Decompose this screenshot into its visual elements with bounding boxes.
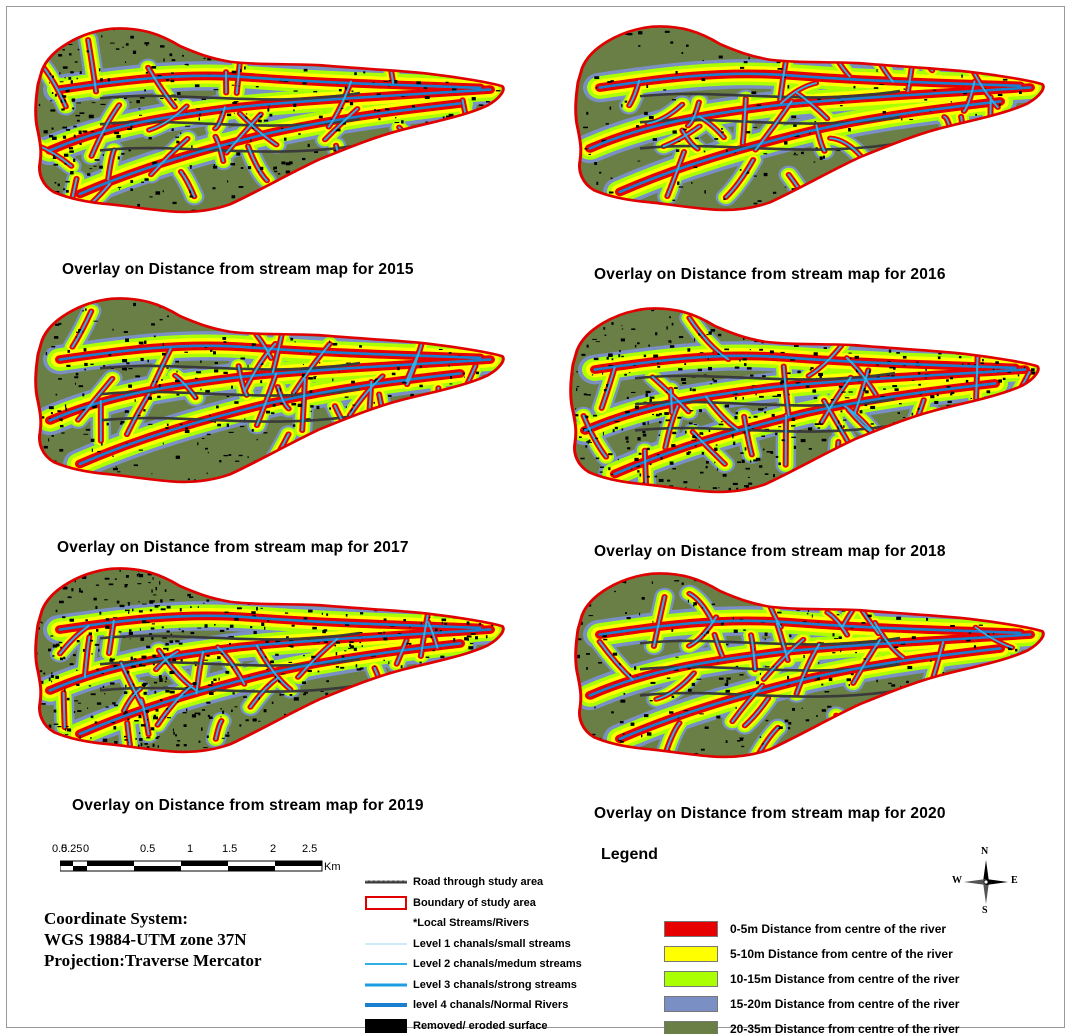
compass-icon — [964, 860, 1008, 904]
scale-tick: 0 — [83, 843, 90, 855]
legend-label: Boundary of study area — [413, 896, 536, 909]
caption-2019: Overlay on Distance from stream map for … — [72, 797, 424, 814]
scale-tick: 0.5 — [140, 843, 156, 855]
east-label: E — [1011, 875, 1018, 886]
map-panel-2020 — [560, 565, 1060, 795]
map-2020 — [574, 572, 1045, 759]
legend-item: *Local Streams/Rivers — [365, 913, 529, 933]
legend-swatch — [664, 946, 718, 962]
scale-tick: 1 — [187, 843, 194, 855]
scale-tick: 2 — [270, 843, 277, 855]
legend-class-item: 15-20m Distance from centre of the river — [664, 995, 959, 1013]
map-panel-2017 — [20, 290, 520, 520]
caption-2018: Overlay on Distance from stream map for … — [594, 543, 946, 560]
scale-tick: 2.5 — [302, 843, 318, 855]
legend-item: Boundary of study area — [365, 893, 536, 913]
map-2019 — [34, 567, 505, 754]
coordinate-system-datum: WGS 19884-UTM zone 37N — [44, 930, 247, 949]
legend-class-item: 10-15m Distance from centre of the river — [664, 970, 959, 988]
map-panel-2015 — [20, 20, 520, 250]
legend-class-label: 20-35m Distance from centre of the river — [730, 1022, 960, 1034]
legend-item: Road through study area — [365, 872, 543, 892]
map-panel-2016 — [560, 18, 1060, 248]
legend-item: Level 2 chanals/medum streams — [365, 954, 582, 974]
legend-symbol — [365, 937, 407, 951]
north-label: N — [981, 846, 989, 857]
map-2016 — [574, 25, 1045, 212]
scale-unit: Km — [324, 861, 341, 873]
legend-swatch — [664, 921, 718, 937]
legend-symbol — [365, 875, 407, 889]
map-2015 — [34, 27, 505, 214]
legend-item: level 4 chanals/Normal Rivers — [365, 995, 568, 1015]
legend-class-item: 20-35m Distance from centre of the river — [664, 1020, 959, 1034]
legend-class-item: 0-5m Distance from centre of the river — [664, 920, 946, 938]
coordinate-system-label: Coordinate System: — [44, 909, 189, 928]
legend-title: Legend — [601, 846, 658, 863]
legend-item: Level 1 chanals/small streams — [365, 934, 571, 954]
legend-class-label: 15-20m Distance from centre of the river — [730, 997, 960, 1011]
map-2017 — [34, 297, 505, 484]
caption-2016: Overlay on Distance from stream map for … — [594, 266, 946, 283]
legend-symbol — [365, 895, 407, 910]
legend-label: Level 1 chanals/small streams — [413, 937, 571, 950]
map-panel-2019 — [20, 560, 520, 790]
legend-symbol — [365, 957, 407, 971]
south-label: S — [982, 905, 988, 916]
legend-label: level 4 chanals/Normal Rivers — [413, 999, 569, 1011]
legend-symbol — [365, 1018, 407, 1033]
projection-label: Projection:Traverse Mercator — [44, 951, 262, 970]
north-arrow: N S W E — [950, 846, 1030, 918]
coordinate-system-block: Coordinate System: WGS 19884-UTM zone 37… — [44, 908, 262, 971]
scale-tick: 0.25 — [61, 843, 83, 855]
legend-swatch — [664, 971, 718, 987]
map-2018 — [569, 307, 1040, 494]
legend-label: *Local Streams/Rivers — [413, 917, 530, 929]
legend-swatch — [664, 996, 718, 1012]
caption-2015: Overlay on Distance from stream map for … — [62, 261, 414, 278]
caption-2017: Overlay on Distance from stream map for … — [57, 539, 409, 556]
legend-symbol — [365, 916, 407, 930]
legend-label: Removed/ eroded surface — [413, 1019, 548, 1032]
scale-bar-graphic — [60, 860, 323, 872]
legend-class-label: 5-10m Distance from centre of the river — [730, 947, 953, 961]
legend-item: Removed/ eroded surface — [365, 1016, 548, 1034]
map-frame — [6, 6, 1065, 1028]
map-panel-2018 — [555, 300, 1055, 530]
legend-symbol — [365, 978, 407, 992]
legend-class-label: 10-15m Distance from centre of the river — [730, 972, 960, 986]
legend-label: Level 3 chanals/strong streams — [413, 978, 577, 991]
legend-label: Road through study area — [413, 876, 544, 888]
caption-2020: Overlay on Distance from stream map for … — [594, 805, 946, 822]
legend-class-label: 0-5m Distance from centre of the river — [730, 922, 947, 936]
scale-bar: 0.5 0.25 0 0.5 1 1.5 2 2.5 Km — [52, 843, 352, 883]
legend-item: Level 3 chanals/strong streams — [365, 975, 577, 995]
scale-tick: 1.5 — [222, 843, 238, 855]
legend-label: Level 2 chanals/medum streams — [413, 958, 582, 970]
legend-symbol — [365, 998, 407, 1012]
scale-tick: 0.5 — [52, 843, 68, 855]
west-label: W — [952, 875, 962, 886]
legend-class-item: 5-10m Distance from centre of the river — [664, 945, 953, 963]
legend-swatch — [664, 1021, 718, 1034]
